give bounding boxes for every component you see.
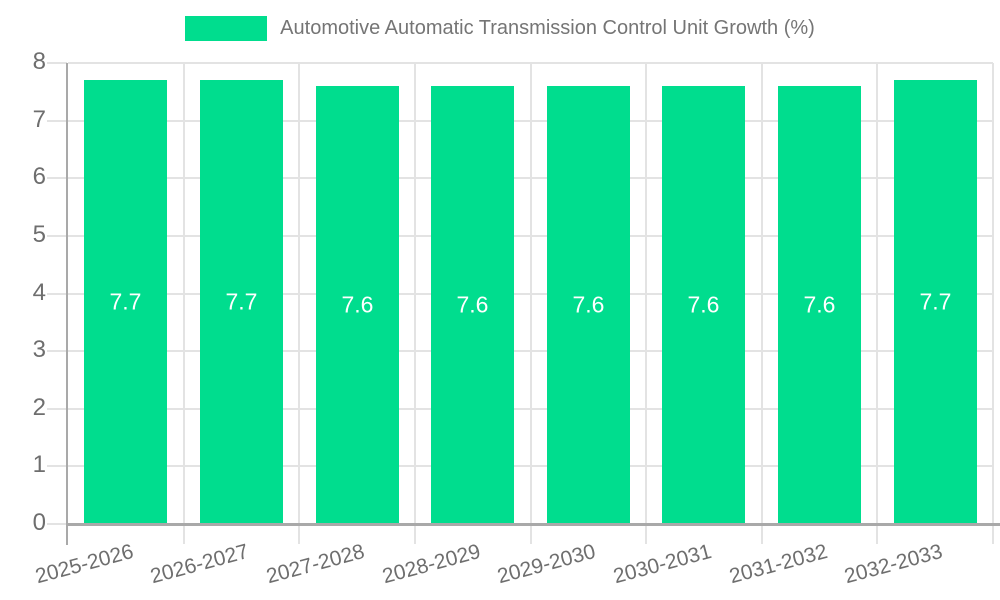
bar-value-label: 7.6 bbox=[687, 291, 720, 318]
y-tick-label: 1 bbox=[32, 451, 46, 479]
y-tick-label: 6 bbox=[32, 163, 46, 191]
y-tick-label: 5 bbox=[32, 220, 46, 248]
x-axis-tick bbox=[529, 524, 532, 544]
bar: 7.7 bbox=[894, 80, 977, 524]
legend-swatch-icon bbox=[185, 16, 268, 41]
bar: 7.7 bbox=[200, 80, 283, 524]
bar-value-label: 7.6 bbox=[341, 291, 374, 318]
bar: 7.6 bbox=[662, 86, 745, 524]
y-axis-tick bbox=[47, 523, 67, 525]
y-axis-tick bbox=[47, 177, 67, 180]
y-axis-tick bbox=[47, 62, 67, 64]
bar-value-label: 7.7 bbox=[109, 288, 142, 315]
gridline-vertical bbox=[645, 63, 648, 524]
y-tick-label: 7 bbox=[32, 105, 46, 133]
x-axis-tick bbox=[298, 524, 301, 544]
legend[interactable]: Automotive Automatic Transmission Contro… bbox=[0, 16, 1000, 41]
x-axis-tick bbox=[182, 524, 185, 544]
y-tick-label: 4 bbox=[32, 278, 46, 306]
x-axis-tick bbox=[645, 524, 648, 544]
y-axis-tick bbox=[47, 465, 67, 468]
y-axis-tick bbox=[47, 119, 67, 122]
bar-value-label: 7.7 bbox=[919, 288, 952, 315]
gridline-vertical bbox=[298, 63, 301, 524]
bar-value-label: 7.7 bbox=[225, 288, 258, 315]
gridline-vertical bbox=[413, 63, 416, 524]
x-axis-tick bbox=[760, 524, 763, 544]
y-tick-label: 0 bbox=[32, 509, 46, 536]
y-axis-tick bbox=[47, 407, 67, 410]
y-axis-line bbox=[66, 63, 68, 545]
y-axis-tick bbox=[47, 292, 67, 295]
chart-title: Automotive Automatic Transmission Contro… bbox=[280, 17, 815, 39]
bar-value-label: 7.6 bbox=[803, 291, 836, 318]
bar-value-label: 7.6 bbox=[456, 291, 489, 318]
gridline-vertical bbox=[529, 63, 532, 524]
bar: 7.7 bbox=[84, 80, 167, 524]
x-axis-tick bbox=[876, 524, 879, 544]
bar: 7.6 bbox=[547, 86, 630, 524]
x-axis-line bbox=[66, 523, 1000, 526]
bar: 7.6 bbox=[316, 86, 399, 524]
y-tick-label: 8 bbox=[32, 48, 46, 75]
gridline-vertical bbox=[760, 63, 763, 524]
bar: 7.6 bbox=[431, 86, 514, 524]
y-tick-label: 2 bbox=[32, 393, 46, 421]
y-tick-label: 3 bbox=[32, 336, 46, 364]
gridline-vertical bbox=[992, 63, 994, 524]
bar: 7.6 bbox=[778, 86, 861, 524]
y-axis-tick bbox=[47, 350, 67, 353]
x-axis-tick bbox=[413, 524, 416, 544]
bar-value-label: 7.6 bbox=[572, 291, 605, 318]
plot-area: 7.7 7.7 7.6 7.6 7.6 7.6 7.6 7.7 bbox=[68, 62, 994, 524]
gridline-vertical bbox=[876, 63, 879, 524]
gridline-vertical bbox=[182, 63, 185, 524]
x-axis-tick bbox=[992, 524, 994, 544]
y-axis-tick bbox=[47, 234, 67, 237]
